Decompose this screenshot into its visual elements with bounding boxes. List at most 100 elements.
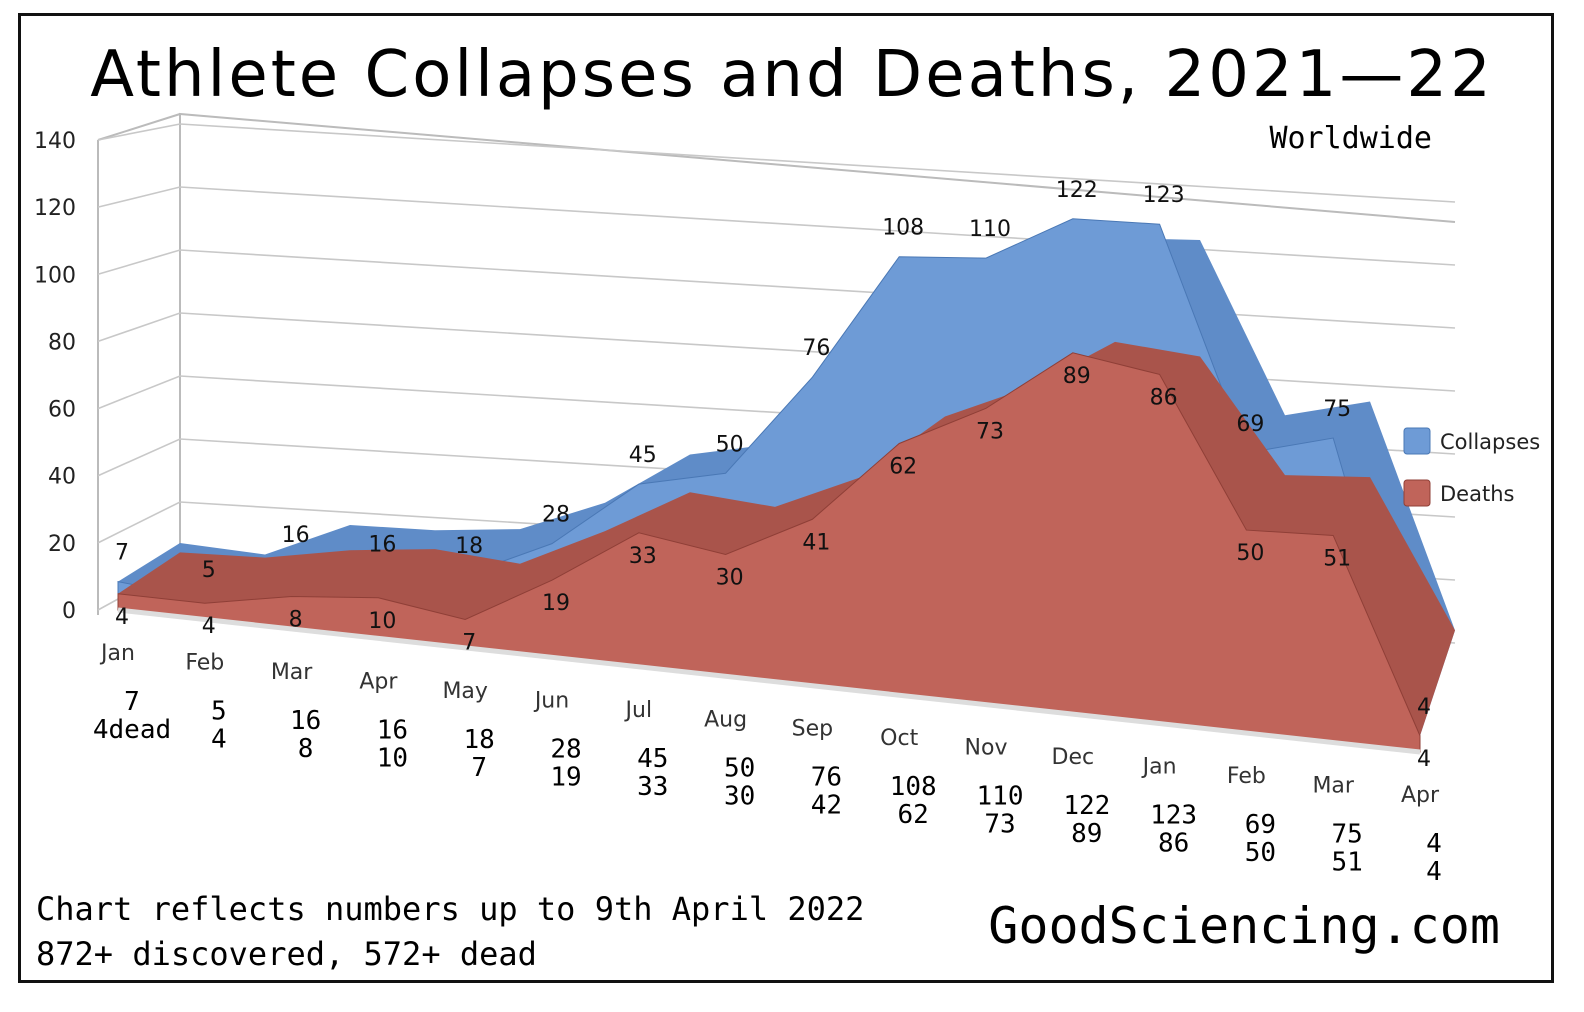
table-cell: 42 (811, 791, 842, 821)
chart-title: Athlete Collapses and Deaths, 2021—22 (90, 38, 1494, 112)
x-tick-label: May (442, 679, 487, 704)
collapses-data-label: 76 (802, 336, 830, 361)
collapses-data-label: 50 (716, 432, 744, 457)
x-tick-label: Sep (792, 717, 833, 742)
table-cell: 16 (377, 715, 408, 745)
legend-label-collapses: Collapses (1440, 430, 1540, 454)
table-cell: 8 (298, 734, 314, 764)
collapses-data-label: 5 (202, 558, 216, 583)
table-cell: 51 (1332, 848, 1363, 878)
table-cell: 7 (124, 687, 140, 717)
x-tick-label: Aug (704, 707, 747, 732)
floor-edge (117, 607, 1421, 755)
table-cell: 108 (890, 772, 937, 802)
x-tick-label: Mar (1312, 774, 1354, 799)
table-cell: 10 (377, 743, 408, 773)
table-cell: 50 (1245, 838, 1276, 868)
table-cell: 89 (1071, 819, 1102, 849)
collapses-data-label: 108 (882, 216, 924, 241)
table-cell: 4dead (93, 715, 171, 745)
table-cell: 123 (1150, 801, 1197, 831)
table-cell: 18 (464, 725, 495, 755)
table-cell: 110 (977, 782, 1024, 812)
collapses-data-label: 16 (368, 532, 396, 557)
footnote-line-2: 872+ discovered, 572+ dead (36, 935, 537, 973)
deaths-data-label: 73 (976, 419, 1004, 444)
deaths-data-label: 4 (1417, 747, 1431, 772)
table-cell: 62 (898, 800, 929, 830)
x-tick-label: Feb (1227, 764, 1266, 789)
table-cell: 76 (811, 763, 842, 793)
side-wall-top (97, 113, 181, 141)
y-axis: 0 20 40 60 80 100 120 140 (34, 129, 76, 624)
gridline (97, 123, 1456, 203)
collapses-data-label: 123 (1143, 183, 1185, 208)
x-tick-label: Feb (185, 650, 224, 675)
chart-walls (97, 112, 1456, 615)
deaths-data-label: 62 (889, 454, 917, 479)
deaths-data-label: 41 (802, 530, 830, 555)
collapses-data-label: 28 (542, 503, 570, 528)
y-tick-label: 80 (48, 330, 76, 355)
site-credit: GoodSciencing.com (988, 897, 1500, 955)
x-tick-label: Apr (1401, 783, 1440, 808)
collapses-data-label: 16 (282, 523, 310, 548)
legend: Collapses Deaths (1403, 427, 1540, 507)
table-cell: 69 (1245, 810, 1276, 840)
y-tick-label: 0 (62, 599, 76, 624)
table-cell: 19 (550, 762, 581, 792)
collapses-data-label: 7 (115, 541, 129, 566)
x-tick-label: Nov (965, 736, 1008, 761)
table-cell: 16 (290, 706, 321, 736)
table-cell: 45 (637, 744, 668, 774)
collapses-data-label: 122 (1056, 178, 1098, 203)
collapses-data-label: 4 (1417, 695, 1431, 720)
table-cell: 4 (1426, 857, 1442, 887)
gridline (97, 249, 1456, 329)
footnote-line-1: Chart reflects numbers up to 9th April 2… (36, 890, 864, 928)
x-tick-label: Jan (99, 641, 135, 666)
deaths-data-label: 33 (629, 544, 657, 569)
y-tick-label: 100 (34, 263, 76, 288)
x-tick-label: Dec (1052, 745, 1095, 770)
x-tick-label: Mar (271, 660, 313, 685)
x-axis: Jan Feb Mar Apr May Jun Jul Aug Sep Oct Nov Dec Jan F… (99, 641, 1440, 808)
deaths-data-label: 4 (115, 605, 129, 630)
collapses-data-label: 110 (969, 217, 1011, 242)
table-cell: 4 (211, 724, 227, 754)
table-cell: 4 (1426, 829, 1442, 859)
y-tick-label: 40 (48, 465, 76, 490)
legend-swatch-deaths (1403, 479, 1431, 507)
x-tick-label: Jun (533, 688, 569, 713)
deaths-data-label: 10 (368, 609, 396, 634)
deaths-data-label: 50 (1236, 541, 1264, 566)
y-tick-label: 120 (34, 196, 76, 221)
collapses-data-label: 75 (1323, 397, 1351, 422)
x-tick-label: Apr (359, 669, 398, 694)
table-cell: 28 (550, 734, 581, 764)
table-cell: 86 (1158, 829, 1189, 859)
table-cell: 50 (724, 753, 755, 783)
deaths-data-label: 30 (716, 565, 744, 590)
collapses-data-label: 69 (1236, 412, 1264, 437)
deaths-area (117, 352, 1421, 753)
table-cell: 75 (1332, 820, 1363, 850)
table-cell: 30 (724, 781, 755, 811)
table-cell: 122 (1063, 791, 1110, 821)
deaths-data-label: 86 (1150, 385, 1178, 410)
deaths-data-label: 8 (289, 607, 303, 632)
table-cell: 73 (984, 810, 1015, 840)
deaths-data-label: 4 (202, 614, 216, 639)
table-cell: 7 (471, 753, 487, 783)
deaths-data-label: 7 (462, 630, 476, 655)
x-tick-label: Oct (880, 726, 918, 751)
y-tick-label: 20 (48, 532, 76, 557)
plot-area (117, 218, 1455, 755)
deaths-data-label: 19 (542, 591, 570, 616)
gridline (97, 186, 1456, 266)
collapses-data-label: 18 (455, 534, 483, 559)
legend-label-deaths: Deaths (1440, 482, 1514, 506)
